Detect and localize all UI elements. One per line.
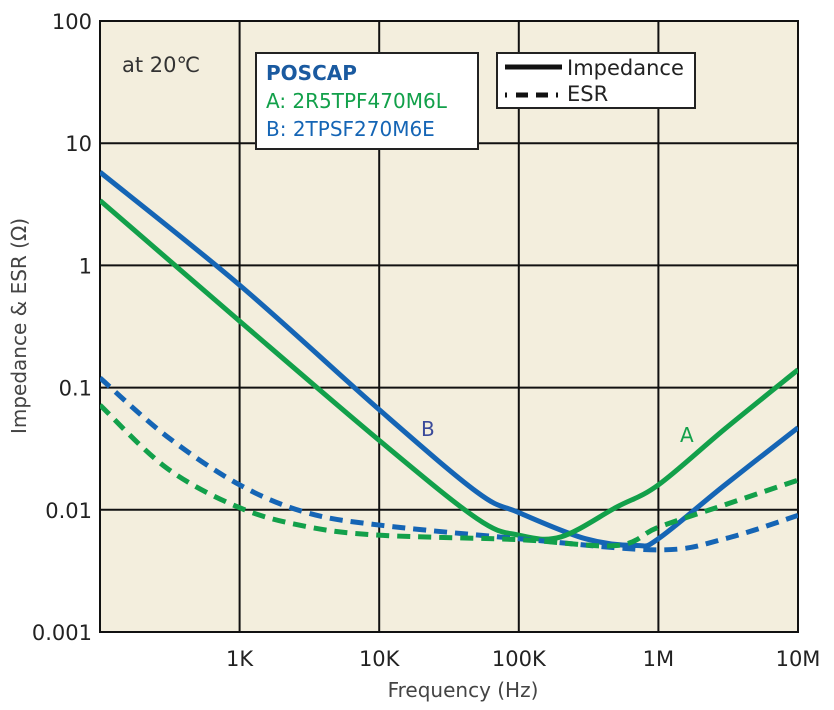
legend: Impedance ESR [496, 52, 696, 109]
y-tick-label: 0.001 [32, 621, 92, 645]
series-a-impedance [100, 198, 798, 542]
curve-label-a: A [680, 423, 694, 447]
x-tick-label: 1K [226, 647, 254, 671]
x-axis-label: Frequency (Hz) [388, 678, 539, 702]
y-tick-label: 1 [79, 254, 92, 278]
y-tick-label: 100 [52, 10, 92, 34]
series-a-esr [100, 403, 798, 549]
curve-label-b: B [421, 417, 435, 441]
legend-impedance: Impedance [567, 56, 684, 80]
x-tick-label: 10M [776, 647, 821, 671]
x-tick-label: 1M [643, 647, 674, 671]
y-tick-label: 0.1 [59, 377, 92, 401]
plot-frame [99, 20, 799, 633]
legend-esr: ESR [567, 82, 608, 106]
y-tick-label: 10 [65, 132, 92, 156]
model-box-title: POSCAP [266, 61, 357, 85]
x-tick-label: 100K [492, 647, 547, 671]
curves [100, 170, 798, 553]
model-box: POSCAP A: 2R5TPF470M6L B: 2TPSF270M6E [255, 52, 479, 150]
model-a-label: A: 2R5TPF470M6L [266, 89, 448, 113]
y-tick-label: 0.01 [45, 499, 92, 523]
ticks: 1K 10K 100K 1M 10M 100 10 1 0.1 0.01 0.001 [32, 10, 821, 671]
model-b-label: B: 2TPSF270M6E [266, 117, 435, 141]
temperature-annotation: at 20℃ [122, 53, 200, 77]
series-b-esr [100, 376, 798, 553]
x-tick-label: 10K [359, 647, 401, 671]
y-axis-label: Impedance & ESR (Ω) [7, 218, 31, 434]
